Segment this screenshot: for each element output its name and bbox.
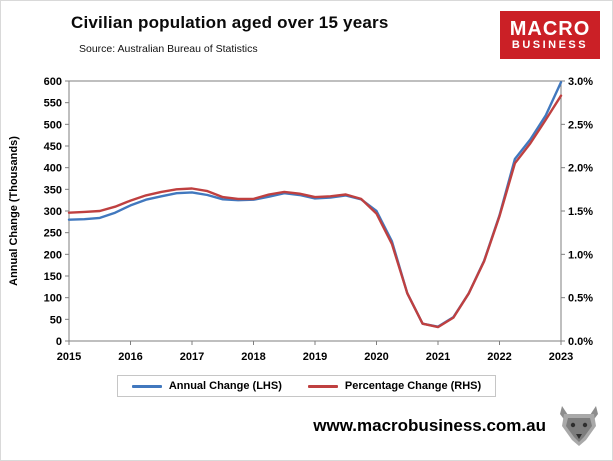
legend-label: Percentage Change (RHS) (344, 380, 482, 392)
x-axis-tick-label: 2016 (118, 351, 142, 363)
chart-area: 0 50 100 150 200 250 300 350 400 450 500 550 600 0.0%… (1, 73, 612, 369)
plot-border (68, 80, 562, 342)
right-axis-tick-label: 1.5% (568, 206, 593, 218)
x-axis-tick-label: 2017 (180, 351, 204, 363)
x-axis-tick-label: 2021 (426, 351, 450, 363)
right-axis-tick-label: 0.5% (568, 293, 593, 305)
left-axis-tick-label: 350 (44, 184, 62, 196)
x-axis-tick-label: 2018 (241, 351, 265, 363)
legend-label: Annual Change (LHS) (168, 380, 282, 392)
chart-svg: 0 50 100 150 200 250 300 350 400 450 500 550 600 0.0%… (8, 76, 593, 363)
website-url: www.macrobusiness.com.au (313, 416, 546, 435)
left-axis-tick-label: 100 (44, 293, 62, 305)
page-title: Civilian population aged over 15 years (71, 13, 389, 32)
left-axis-tick-label: 200 (44, 249, 62, 261)
x-axis-tick-label: 2022 (487, 351, 511, 363)
right-axis-tick-label: 1.0% (568, 249, 593, 261)
left-axis-tick-label: 400 (44, 163, 62, 175)
logo-line1: MACRO (509, 17, 591, 40)
blue-line-swatch-icon (131, 384, 162, 388)
legend-item-annual-change: Annual Change (LHS) (131, 380, 282, 392)
left-axis-tick-label: 600 (44, 76, 62, 88)
wolf-logo-icon (560, 406, 598, 446)
logo-line2: BUSINESS (511, 38, 589, 51)
left-axis-tick-label: 150 (44, 271, 62, 283)
left-axis-tick-label: 450 (44, 141, 62, 153)
red-line-swatch-icon (307, 384, 338, 388)
right-axis-tick-label: 2.5% (568, 119, 593, 131)
footer: www.macrobusiness.com.au (1, 397, 612, 449)
left-axis-tick-label: 300 (44, 206, 62, 218)
series-line (67, 94, 563, 329)
left-axis-tick-label: 550 (44, 98, 62, 110)
x-axis-tick-label: 2019 (303, 351, 327, 363)
x-axis-tick-label: 2020 (364, 351, 388, 363)
macrobusiness-logo: MACRO BUSINESS (500, 11, 600, 59)
chart-legend: Annual Change (LHS) Percentage Change (R… (1, 375, 612, 397)
x-axis-tick-label: 2015 (57, 351, 81, 363)
chart-header: Civilian population aged over 15 years S… (1, 1, 612, 73)
left-axis-tick-label: 250 (44, 228, 62, 240)
legend-item-percentage-change: Percentage Change (RHS) (307, 380, 482, 392)
left-axis-tick-label: 50 (50, 314, 62, 326)
x-axis-tick-label: 2023 (549, 351, 573, 363)
left-axis-tick-label: 500 (44, 119, 62, 131)
source-caption: Source: Australian Bureau of Statistics (79, 43, 258, 55)
right-axis-tick-label: 0.0% (568, 336, 593, 348)
left-axis-tick-label: 0 (56, 336, 62, 348)
right-axis-tick-label: 3.0% (568, 76, 593, 88)
right-axis-tick-label: 2.0% (568, 163, 593, 175)
legend-box: Annual Change (LHS) Percentage Change (R… (116, 375, 497, 397)
left-axis-title: Annual Change (Thousands) (8, 136, 20, 286)
